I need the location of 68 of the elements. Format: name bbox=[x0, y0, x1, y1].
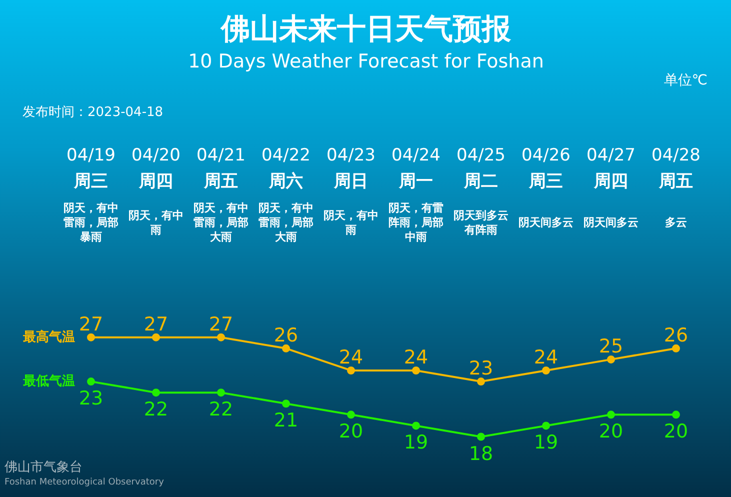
x-tick-label: 04/19 周三 bbox=[66, 146, 116, 192]
data-label: 21 bbox=[274, 410, 298, 432]
data-label: 24 bbox=[534, 346, 558, 368]
point bbox=[87, 378, 95, 386]
point bbox=[607, 410, 615, 419]
point bbox=[672, 410, 680, 419]
x-tick-label: 04/27 周四 bbox=[586, 146, 636, 192]
data-label: 27 bbox=[208, 313, 234, 336]
point bbox=[217, 388, 225, 397]
point bbox=[217, 333, 225, 342]
x-tick-label: 04/23 周日 bbox=[326, 146, 376, 192]
data-label: 26 bbox=[664, 324, 688, 346]
annotation: Foshan Meteorological Observatory bbox=[4, 478, 165, 488]
point bbox=[282, 400, 290, 408]
data-label: 20 bbox=[664, 420, 688, 443]
data-label: 20 bbox=[338, 420, 364, 443]
x-tick-label: 04/28 周五 bbox=[652, 146, 701, 192]
point bbox=[672, 344, 680, 352]
series-label: 最低气温 bbox=[22, 374, 75, 390]
data-label: 18 bbox=[468, 442, 494, 465]
point bbox=[347, 366, 355, 374]
annotation: 阴天，有中雷雨，局部大雨 bbox=[194, 202, 248, 244]
point bbox=[152, 388, 160, 397]
annotation: 阴天，有中雷雨，局部大雨 bbox=[258, 202, 314, 244]
data-label: 22 bbox=[144, 398, 168, 421]
annotation: 阴天，有中雨 bbox=[128, 208, 184, 236]
point bbox=[542, 422, 550, 430]
series-label: 最高气温 bbox=[22, 328, 75, 345]
annotation: 阴天，有中雨 bbox=[324, 208, 378, 236]
point bbox=[477, 432, 485, 441]
chart-title: 佛山未来十日天气预报 bbox=[220, 12, 512, 46]
x-tick-label: 04/26 周三 bbox=[522, 146, 571, 192]
annotation: 发布时间：2023-04-18 bbox=[22, 105, 164, 120]
point bbox=[412, 422, 420, 430]
point bbox=[347, 410, 355, 419]
point bbox=[412, 366, 420, 374]
x-tick-label: 04/22 周六 bbox=[262, 146, 311, 192]
annotation: 阴天间多云 bbox=[584, 216, 638, 229]
point bbox=[607, 355, 615, 364]
x-tick-label: 04/21 周五 bbox=[196, 146, 246, 192]
data-label: 26 bbox=[274, 324, 298, 346]
x-tick-label: 04/24 周一 bbox=[392, 146, 441, 192]
data-label: 24 bbox=[338, 346, 364, 368]
point bbox=[477, 378, 485, 386]
point bbox=[87, 333, 95, 342]
data-label: 22 bbox=[208, 398, 234, 421]
annotation: 阴天，有中雷雨，局部暴雨 bbox=[64, 202, 118, 244]
annotation: 多云 bbox=[665, 216, 687, 229]
data-label: 19 bbox=[534, 432, 558, 454]
point bbox=[152, 333, 160, 342]
point bbox=[542, 366, 550, 374]
annotation: 阴天间多云 bbox=[518, 216, 574, 229]
text: 10 Days Weather Forecast for Foshan bbox=[188, 50, 544, 72]
data-label: 23 bbox=[468, 358, 494, 380]
point bbox=[282, 344, 290, 352]
data-label: 20 bbox=[598, 420, 624, 443]
annotation: 单位℃ bbox=[664, 72, 708, 88]
annotation: 阴天，有雷阵雨，局部中雨 bbox=[388, 202, 444, 244]
data-label: 24 bbox=[404, 346, 428, 368]
data-label: 27 bbox=[144, 313, 168, 336]
data-label: 19 bbox=[404, 432, 428, 454]
x-tick-label: 04/20 周四 bbox=[132, 146, 181, 192]
annotation: 阴天到多云有阵雨 bbox=[454, 208, 508, 236]
data-label: 25 bbox=[598, 335, 624, 358]
data-label: 23 bbox=[78, 388, 104, 410]
x-tick-label: 04/25 周二 bbox=[456, 146, 506, 192]
data-label: 27 bbox=[78, 313, 104, 336]
annotation: 佛山市气象台 bbox=[4, 460, 82, 475]
